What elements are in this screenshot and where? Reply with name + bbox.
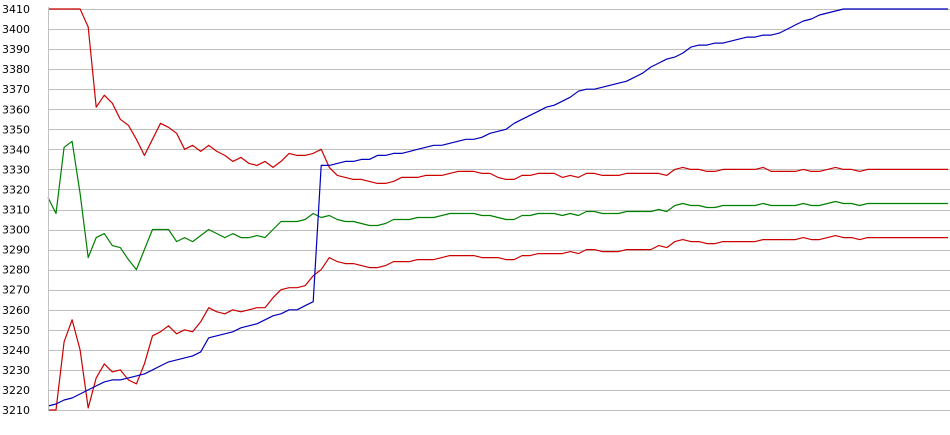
grid-lines — [48, 9, 950, 411]
y-tick-label: 3250 — [2, 324, 30, 337]
y-tick-label: 3300 — [2, 224, 30, 237]
series-line-2 — [48, 235, 948, 411]
y-axis-tick-labels: 3210 3220 3230 3240 3250 3260 3270 3280 3290 3300… — [2, 3, 30, 417]
y-tick-label: 3210 — [2, 404, 30, 417]
y-tick-label: 3260 — [2, 304, 30, 317]
y-tick-label: 3270 — [2, 284, 30, 297]
y-tick-label: 3370 — [2, 83, 30, 96]
y-tick-label: 3230 — [2, 364, 30, 377]
series-line-3 — [47, 140, 948, 271]
y-tick-label: 3320 — [2, 183, 30, 196]
y-tick-label: 3240 — [2, 344, 30, 357]
y-tick-label: 3280 — [2, 264, 30, 277]
y-tick-label: 3400 — [2, 23, 30, 36]
series-line-4 — [47, 8, 948, 407]
y-tick-label: 3330 — [2, 163, 30, 176]
series-lines — [47, 8, 948, 411]
y-tick-label: 3220 — [2, 384, 30, 397]
y-tick-label: 3380 — [2, 63, 30, 76]
y-tick-label: 3350 — [2, 123, 30, 136]
y-tick-label: 3410 — [2, 3, 30, 16]
y-tick-label: 3340 — [2, 143, 30, 156]
y-tick-label: 3290 — [2, 244, 30, 257]
y-tick-label: 3310 — [2, 204, 30, 217]
y-tick-label: 3390 — [2, 43, 30, 56]
series-line-1 — [48, 8, 948, 184]
y-tick-label: 3360 — [2, 103, 30, 116]
